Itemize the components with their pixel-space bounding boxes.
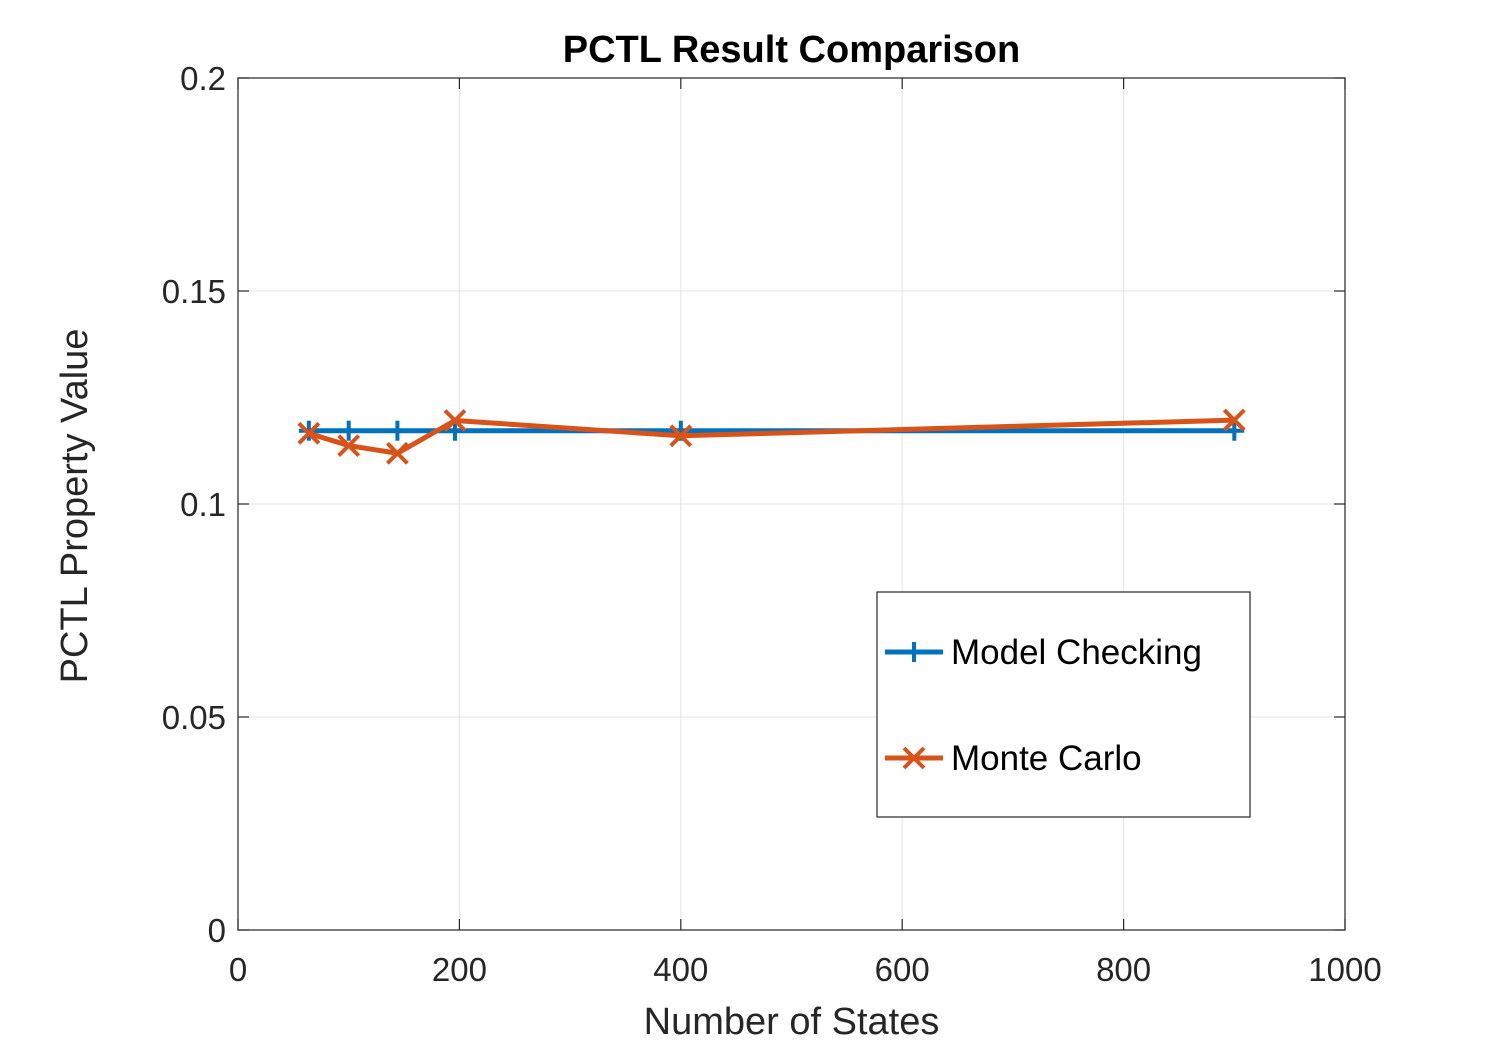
- x-axis-label: Number of States: [644, 1001, 940, 1043]
- marker-stroke-b: [1222, 408, 1246, 432]
- marker-stroke-b: [337, 434, 361, 458]
- y-tick-label: 0: [208, 912, 226, 949]
- y-axis-label: PCTL Property Value: [54, 329, 96, 684]
- x-tick-label: 600: [875, 951, 930, 988]
- data-point: [385, 441, 409, 465]
- legend-item: Model Checking: [885, 633, 1202, 672]
- legend-label: Model Checking: [951, 633, 1202, 672]
- series-layer: [297, 408, 1246, 465]
- data-point: [338, 420, 359, 441]
- series-monte-carlo: [297, 408, 1246, 465]
- y-tick-label: 0.1: [180, 486, 226, 523]
- x-tick-label: 0: [229, 951, 247, 988]
- legend-marker: [904, 642, 924, 662]
- data-point: [297, 421, 321, 445]
- x-tick-label: 1000: [1308, 951, 1381, 988]
- chart-title: PCTL Result Comparison: [563, 29, 1020, 71]
- data-point: [337, 434, 361, 458]
- series-line: [306, 417, 1237, 456]
- marker-stroke-b: [297, 421, 321, 445]
- data-point: [387, 420, 408, 441]
- axis-ticks: 0 200 400 600 800 1000 0 0.05 0.1 0.15 0.2: [162, 60, 1382, 988]
- legend: Model Checking Monte Carlo: [876, 591, 1251, 818]
- legend-item: Monte Carlo: [885, 739, 1142, 778]
- y-tick-label: 0.2: [180, 60, 226, 97]
- marker-stroke-b: [669, 424, 693, 448]
- data-point: [444, 420, 465, 441]
- legend-label: Monte Carlo: [951, 739, 1142, 778]
- data-point: [669, 424, 693, 448]
- data-point: [1222, 408, 1246, 432]
- data-point: [443, 409, 467, 432]
- marker-stroke-b: [385, 441, 409, 465]
- data-point: [1224, 420, 1245, 441]
- y-tick-label: 0.15: [162, 273, 226, 310]
- x-tick-label: 400: [653, 951, 708, 988]
- x-tick-label: 200: [432, 951, 487, 988]
- y-tick-label: 0.05: [162, 699, 226, 736]
- marker-stroke-b: [443, 409, 467, 432]
- x-tick-label: 800: [1096, 951, 1151, 988]
- legend-marker: [902, 746, 926, 770]
- marker-stroke-b: [902, 746, 926, 770]
- legend-box: [876, 591, 1251, 818]
